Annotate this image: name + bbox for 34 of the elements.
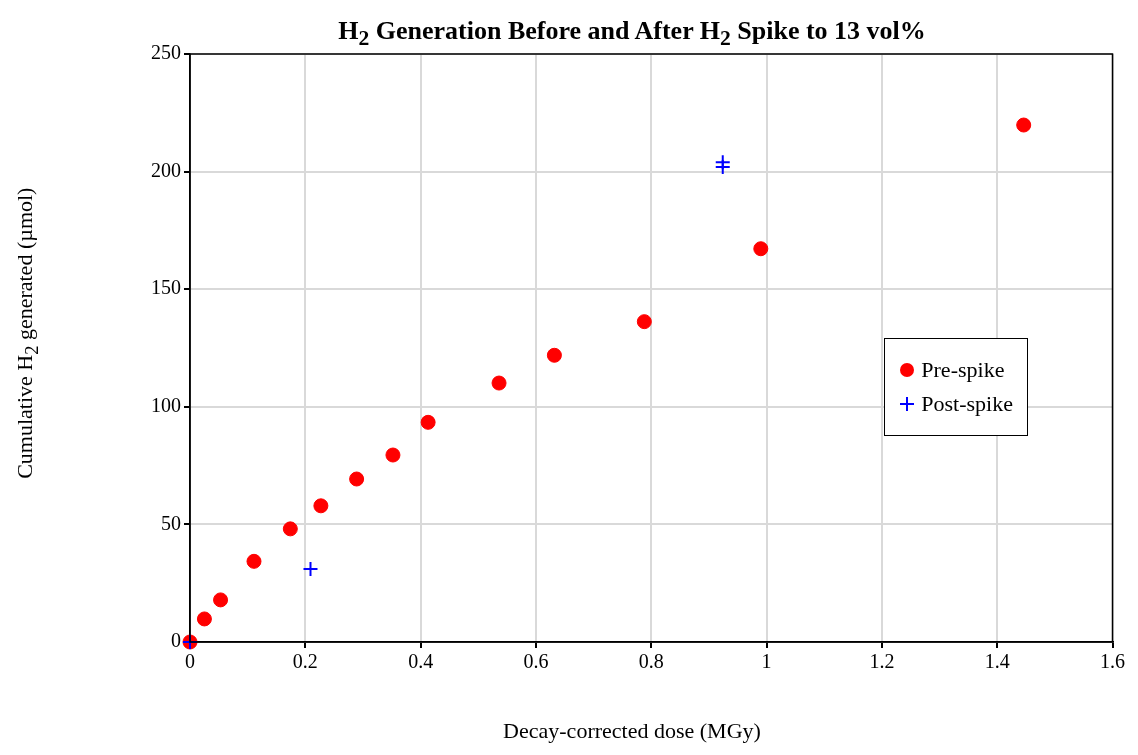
- x-tick-label: 0: [185, 650, 195, 673]
- point: [246, 553, 262, 569]
- y-tick-label: 150: [151, 276, 181, 299]
- point: [753, 241, 769, 257]
- x-tick-label: 1.2: [869, 650, 895, 673]
- point: [385, 447, 401, 463]
- x-tick-label: 0.4: [408, 650, 434, 673]
- x-tick-label: 1.4: [984, 650, 1010, 673]
- y-tick-label: 100: [151, 394, 181, 417]
- x-tick-label: 0.8: [638, 650, 664, 673]
- point: [282, 521, 298, 537]
- chart-title: H$_{2}$ Generation Before and After H$_{2}$ Spike to 13 vol%: [338, 16, 926, 51]
- point: [546, 347, 562, 363]
- x-tick-label: 0.6: [523, 650, 549, 673]
- y-tick-label: 250: [151, 41, 181, 64]
- y-tick-label: 200: [151, 158, 181, 181]
- point: [349, 471, 365, 487]
- point: [302, 561, 319, 578]
- x-tick-label: 1.6: [1100, 650, 1125, 673]
- x-tick-label: 1: [761, 650, 772, 673]
- point: [636, 314, 652, 330]
- legend-label: Post-spike: [921, 391, 1013, 417]
- x-tick-label: 0.2: [292, 650, 318, 673]
- point: [1016, 117, 1032, 133]
- point: [213, 592, 229, 608]
- point: [196, 611, 212, 627]
- point: [420, 414, 436, 430]
- point: [714, 158, 731, 175]
- point: [491, 375, 507, 391]
- legend-label: Pre-spike: [921, 357, 1005, 383]
- point: [313, 498, 329, 514]
- x-axis-title: Decay-corrected dose (MGy): [502, 718, 762, 744]
- y-tick-label: 0: [171, 629, 181, 652]
- y-tick-label: 50: [161, 511, 181, 534]
